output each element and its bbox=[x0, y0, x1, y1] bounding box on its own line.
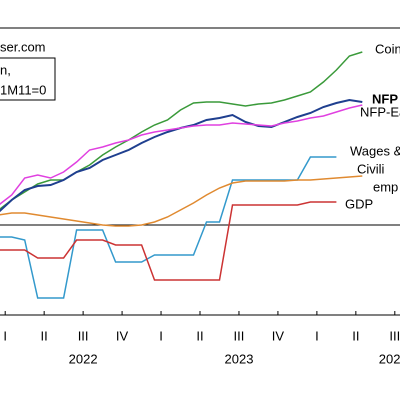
x-tick-label: I bbox=[315, 328, 319, 343]
series-label: NFP bbox=[372, 91, 398, 106]
note-line: n, bbox=[0, 62, 11, 77]
x-tick-label: IV bbox=[272, 328, 285, 343]
x-tick-label: II bbox=[352, 328, 359, 343]
note-box bbox=[0, 57, 56, 101]
year-label: 2022 bbox=[69, 351, 98, 366]
year-label: 2023 bbox=[225, 351, 254, 366]
x-tick-label: III bbox=[234, 328, 245, 343]
year-label: 202 bbox=[379, 351, 400, 366]
series-line bbox=[0, 104, 363, 205]
x-tick-label: I bbox=[159, 328, 163, 343]
series-label: Coin bbox=[375, 41, 400, 56]
series-line bbox=[0, 156, 337, 299]
series-line bbox=[0, 51, 363, 210]
plot-frame bbox=[0, 27, 400, 316]
x-tick-label: IV bbox=[116, 328, 129, 343]
series-label: emp bbox=[373, 179, 398, 194]
series-label: NFP-Ea bbox=[360, 104, 400, 119]
series-label: GDP bbox=[345, 196, 373, 211]
x-tick-label: II bbox=[41, 328, 48, 343]
x-tick-label: III bbox=[78, 328, 89, 343]
x-tick-label: II bbox=[196, 328, 203, 343]
series-line bbox=[0, 175, 363, 227]
note-line: 1M11=0 bbox=[0, 82, 46, 97]
x-tick-label: I bbox=[3, 328, 7, 343]
source-text: ser.com bbox=[0, 39, 46, 54]
series-label: Civili bbox=[357, 161, 385, 176]
series-line bbox=[0, 98, 363, 213]
x-tick-label: III bbox=[389, 328, 400, 343]
series-line bbox=[0, 201, 337, 281]
series-label: Wages & bbox=[350, 143, 400, 158]
